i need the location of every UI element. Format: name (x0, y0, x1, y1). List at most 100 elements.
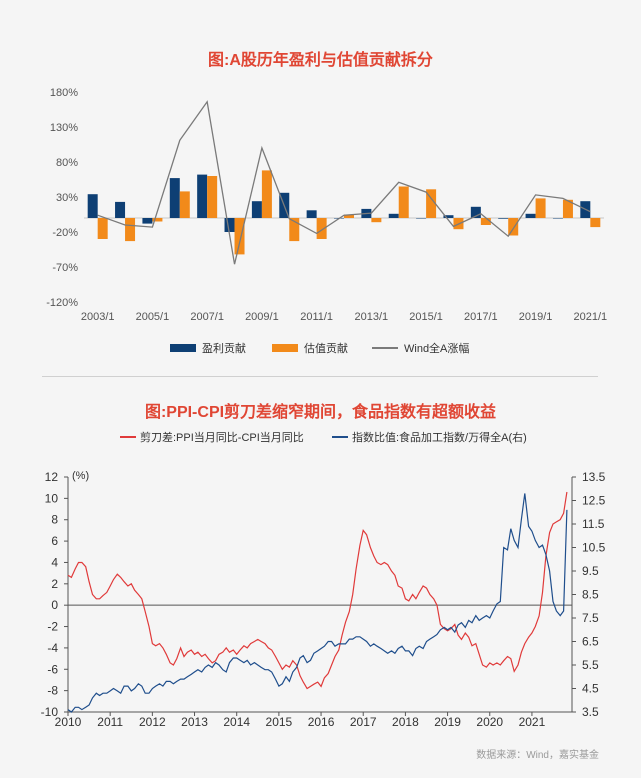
right-tick-label: 7.5 (582, 611, 599, 625)
x-tick-label: 2019 (434, 715, 461, 729)
left-tick-label: 6 (51, 534, 58, 548)
right-tick-label: 5.5 (582, 658, 599, 672)
valuation-bar (426, 189, 437, 218)
x-tick-label: 2013 (181, 715, 208, 729)
earnings-bar (470, 206, 481, 218)
earnings-bar (416, 218, 427, 219)
earnings-bar (525, 213, 536, 218)
left-tick-label: -4 (47, 641, 58, 655)
earnings-valuation-chart: 180% 130% 80% 30% -20% -70% -120%2003/1 2005/1 2… (46, 87, 607, 355)
y-tick-label: -120% (46, 297, 78, 309)
x-tick-label: 2011 (97, 715, 123, 729)
valuation-bar (590, 218, 601, 228)
valuation-bar (207, 176, 218, 218)
legend-label: Wind全A涨幅 (404, 341, 469, 355)
left-tick-label: 10 (45, 491, 59, 505)
left-tick-label: 2 (51, 577, 58, 591)
x-tick-label: 2018 (392, 715, 419, 729)
x-tick-label: 2010 (55, 715, 82, 729)
valuation-bar (289, 218, 300, 242)
valuation-bar (261, 170, 272, 218)
y-unit-label: (%) (72, 470, 89, 482)
x-tick-label: 2012 (139, 715, 166, 729)
earnings-bar (142, 218, 153, 224)
valuation-bar (344, 214, 354, 218)
chart2-title: 图:PPI-CPI剪刀差缩窄期间，食品指数有超额收益 (144, 404, 497, 421)
right-tick-label: 11.5 (582, 517, 605, 531)
left-tick-label: -6 (47, 662, 58, 676)
earnings-bar (306, 210, 317, 218)
x-tick-label: 2003/1 (81, 311, 115, 323)
legend-swatch (272, 344, 298, 352)
legend-label: 盈利贡献 (202, 341, 246, 355)
valuation-bar (508, 218, 519, 236)
ppi-cpi-gap-line (67, 491, 568, 690)
y-tick-label: 180% (50, 87, 78, 99)
y-tick-label: 130% (50, 122, 78, 134)
legend-label: 指数比值:食品加工指数/万得全A(右) (352, 430, 527, 444)
food-ratio-line (67, 493, 568, 713)
x-tick-label: 2021 (519, 715, 546, 729)
right-tick-label: 9.5 (582, 564, 599, 578)
left-tick-label: 0 (51, 598, 58, 612)
x-tick-label: 2013/1 (355, 311, 389, 323)
earnings-bar (443, 215, 454, 218)
chart1-title: 图:A股历年盈利与估值贡献拆分 (208, 52, 433, 69)
legend-label: 估值贡献 (304, 341, 348, 355)
earnings-bar (224, 218, 235, 232)
valuation-bar (398, 186, 409, 218)
left-tick-label: -8 (47, 684, 58, 698)
x-tick-label: 2015 (266, 715, 293, 729)
right-tick-label: 13.5 (582, 470, 606, 484)
left-tick-label: -2 (47, 620, 58, 634)
right-tick-label: 12.5 (582, 494, 606, 508)
valuation-bar (97, 218, 108, 239)
right-tick-label: 4.5 (582, 682, 599, 696)
earnings-bar (552, 218, 563, 219)
x-tick-label: 2007/1 (190, 311, 224, 323)
earnings-bar (498, 218, 509, 219)
earnings-bar (197, 174, 208, 218)
y-tick-label: 80% (56, 157, 78, 169)
x-tick-label: 2021/1 (573, 311, 607, 323)
left-tick-label: 4 (51, 555, 58, 569)
valuation-bar (371, 218, 382, 223)
valuation-bar (125, 218, 136, 242)
wind-return-line (97, 100, 591, 265)
x-tick-label: 2014 (223, 715, 250, 729)
x-tick-label: 2017/1 (464, 311, 498, 323)
valuation-bar (179, 191, 190, 218)
valuation-bar (480, 218, 491, 225)
valuation-bar (316, 218, 327, 239)
earnings-bar (251, 201, 262, 218)
section-divider (42, 376, 598, 377)
right-tick-label: 6.5 (582, 635, 599, 649)
x-tick-label: 2009/1 (245, 311, 279, 323)
right-tick-label: 8.5 (582, 588, 599, 602)
x-tick-label: 2016 (308, 715, 335, 729)
earnings-bar (115, 201, 126, 218)
x-tick-label: 2017 (350, 715, 377, 729)
valuation-bar (152, 218, 163, 222)
earnings-bar (388, 213, 399, 218)
y-tick-label: -20% (52, 227, 78, 239)
x-tick-label: 2020 (476, 715, 503, 729)
left-tick-label: 12 (45, 470, 59, 484)
legend-swatch (170, 344, 196, 352)
y-tick-label: 30% (56, 192, 78, 204)
valuation-bar (562, 199, 573, 218)
earnings-bar (87, 194, 98, 218)
left-tick-label: -10 (41, 705, 59, 719)
valuation-bar (535, 198, 546, 218)
right-tick-label: 10.5 (582, 541, 606, 555)
earnings-bar (169, 178, 180, 218)
y-tick-label: -70% (52, 262, 78, 274)
right-tick-label: 3.5 (582, 705, 599, 719)
x-tick-label: 2005/1 (136, 311, 170, 323)
legend-label: 剪刀差:PPI当月同比-CPI当月同比 (140, 430, 304, 444)
x-tick-label: 2015/1 (409, 311, 443, 323)
left-tick-label: 8 (51, 513, 58, 527)
source-note: 数据来源：Wind，嘉实基金 (476, 750, 599, 761)
x-tick-label: 2011/1 (300, 311, 333, 323)
